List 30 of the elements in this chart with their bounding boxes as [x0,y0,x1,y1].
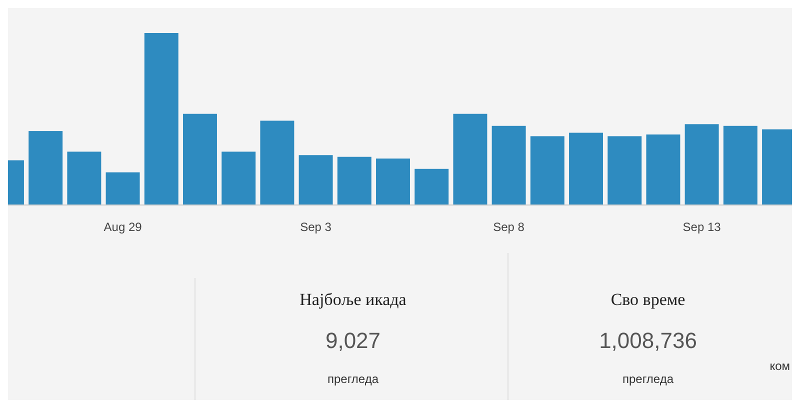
bar [337,156,372,205]
bar [608,136,642,205]
bar [183,114,217,205]
bar [222,152,256,205]
bar [106,172,140,205]
bar [492,126,526,205]
bar [260,120,294,205]
x-tick-label: Sep 8 [493,220,525,234]
x-tick-label: Sep 3 [300,220,332,234]
text: ком [770,359,790,373]
bar [67,152,102,205]
bar [530,136,564,205]
x-tick-label: Aug 29 [104,220,142,234]
bar [723,126,758,205]
text: Сво време [610,290,686,309]
text: Најбоље икада [300,290,407,309]
bar [144,33,178,205]
text: 9,027 [325,328,381,353]
text: 1,008,736 [599,328,697,353]
text: прегледа [327,372,379,386]
x-tick-label: Sep 13 [682,220,722,234]
text: прегледа [622,372,674,386]
bar [569,132,603,205]
bar [414,168,449,205]
bar [646,134,680,205]
bar [28,131,63,205]
bar [453,114,488,205]
bar [376,158,410,205]
bar [298,155,333,205]
bar [684,124,719,205]
